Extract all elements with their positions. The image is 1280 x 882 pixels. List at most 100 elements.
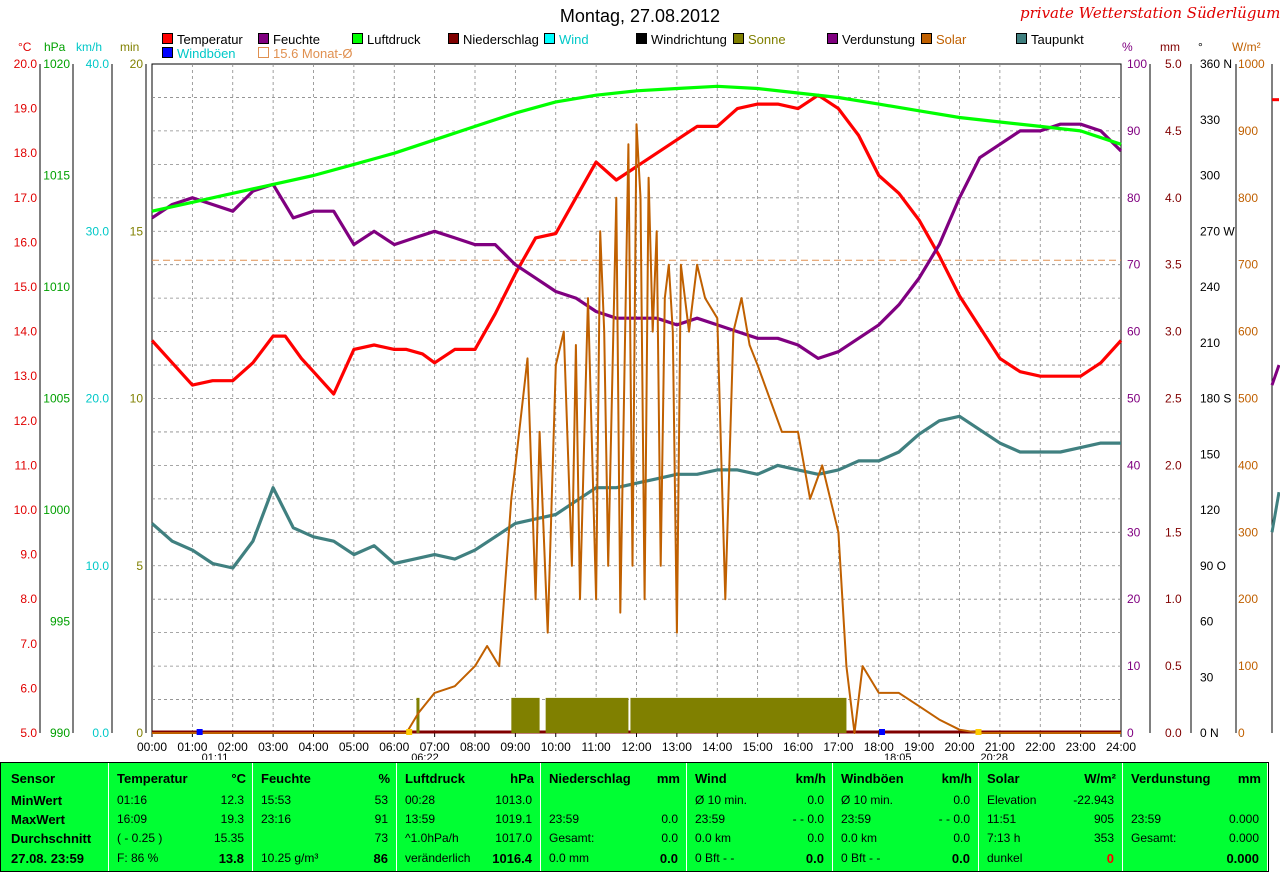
- statistics-panel: Sensor MinWert MaxWert Durchschnitt 27.08. 2…: [0, 762, 1269, 872]
- axis-tick-min: 20: [130, 57, 144, 71]
- x-tick-label: 19:00: [904, 740, 934, 754]
- legend-label: Sonne: [748, 32, 786, 47]
- panel-row-value: - - 0.0: [792, 812, 824, 826]
- x-tick-label: 15:00: [743, 740, 773, 754]
- x-tick-label: 04:00: [298, 740, 328, 754]
- panel-section-niederschlag: Niederschlag mm 23:59 0.0 Gesamt: 0.0 0.0 mm 0.…: [541, 763, 687, 871]
- axis-tick-temp: 12.0: [14, 414, 38, 428]
- legend-swatch: [258, 47, 269, 58]
- legend-swatch: [352, 33, 363, 44]
- panel-row: Durchschnitt: [1, 831, 108, 849]
- panel-section-title: Luftdruck: [405, 771, 465, 786]
- axis-tick-kmh: 0.0: [92, 726, 109, 740]
- panel-row-value: 73: [374, 831, 388, 845]
- legend-swatch: [162, 47, 173, 58]
- legend-item: Luftdruck: [352, 32, 420, 47]
- axis-tick-wm2: 800: [1238, 191, 1258, 205]
- axis-tick-mm: 4.5: [1165, 124, 1182, 138]
- axis-tick-mm: 3.5: [1165, 258, 1182, 272]
- panel-row-value: 1019.1: [495, 812, 532, 826]
- panel-row-label: Elevation: [987, 793, 1037, 807]
- legend-swatch: [1016, 33, 1027, 44]
- panel-row: [1123, 793, 1267, 811]
- axis-tick-pct: 100: [1127, 57, 1147, 71]
- x-tick-label: 01:00: [177, 740, 207, 754]
- series-line-solar: [152, 123, 1121, 734]
- axis-tick-wm2: 500: [1238, 392, 1258, 406]
- panel-row-value: 1016.4: [492, 851, 532, 866]
- chart-series: [150, 84, 1123, 734]
- panel-section-sensor: Sensor MinWert MaxWert Durchschnitt 27.08. 2…: [1, 763, 109, 871]
- panel-row: 23:59 0.000: [1123, 812, 1267, 830]
- axis-tick-min: 5: [136, 559, 143, 573]
- legend-swatch: [162, 33, 173, 44]
- series-line-feuchte: [151, 122, 1123, 360]
- panel-section-luftdruck: Luftdruck hPa 00:28 1013.0 13:59 1019.1 ^1.0hP…: [397, 763, 541, 871]
- axis-tick-hpa: 1015: [43, 169, 70, 183]
- legend-item: Verdunstung: [827, 32, 915, 47]
- panel-row-label: 0.0 mm: [549, 851, 590, 865]
- panel-row-value: 0.000: [1228, 831, 1259, 845]
- panel-row-value: 0.0: [807, 793, 824, 807]
- axis-tick-pct: 30: [1127, 525, 1141, 539]
- axis-tick-kmh: 20.0: [86, 392, 110, 406]
- axis-tick-wm2: 0: [1238, 726, 1245, 740]
- axis-tick-pct: 90: [1127, 124, 1141, 138]
- x-tick-label: 10:00: [541, 740, 571, 754]
- series-line-taupunkt: [150, 414, 1121, 570]
- panel-row-label: ^1.0hPa/h: [405, 831, 459, 845]
- panel-row: 23:59 0.0: [541, 812, 686, 830]
- axis-tick-deg: 270 W: [1200, 224, 1235, 238]
- panel-row: 15:53 53: [253, 793, 396, 811]
- x-tick-label: 08:00: [460, 740, 490, 754]
- panel-row: Gesamt: 0.000: [1123, 831, 1267, 849]
- sonne-block: [511, 697, 540, 733]
- axis-tick-deg: 0 N: [1200, 726, 1219, 740]
- legend-item: Solar: [921, 32, 966, 47]
- panel-row-label: 0.0 km: [695, 831, 732, 845]
- panel-row-label: 00:28: [405, 793, 436, 807]
- axis-tick-mm: 0.5: [1165, 659, 1182, 673]
- time-marker-label: 01:11: [202, 752, 229, 760]
- panel-row-value: -22.943: [1073, 793, 1114, 807]
- panel-row: 10.25 g/m³ 86: [253, 851, 396, 869]
- axis-tick-mm: 0.0: [1165, 726, 1182, 740]
- panel-row-label: Ø 10 min.: [841, 793, 894, 807]
- axis-tick-deg: 150: [1200, 447, 1220, 461]
- panel-section-unit: W/m²: [1084, 771, 1116, 786]
- panel-row-value: 1017.0: [495, 831, 532, 845]
- panel-row: veränderlich 1016.4: [397, 851, 540, 869]
- panel-row-value: 0.0: [951, 851, 970, 866]
- legend-swatch: [544, 33, 555, 44]
- panel-row-value: 353: [1093, 831, 1114, 845]
- x-tick-label: 17:00: [823, 740, 853, 754]
- x-tick-label: 06:00: [379, 740, 409, 754]
- axis-tick-temp: 19.0: [14, 102, 38, 116]
- panel-row: 0.0 mm 0.0: [541, 851, 686, 869]
- panel-row: 0 Bft - - 0.0: [833, 851, 978, 869]
- panel-row: 00:28 1013.0: [397, 793, 540, 811]
- axis-tick-min: 15: [130, 224, 144, 238]
- panel-row: 7:13 h 353: [979, 831, 1122, 849]
- panel-row-label: 23:16: [261, 812, 292, 826]
- axis-tick-pct: 0: [1127, 726, 1134, 740]
- panel-section-windboeen: Windböen km/h Ø 10 min. 0.0 23:59 - - 0.0 0.0 …: [833, 763, 979, 871]
- panel-section-title: Niederschlag: [549, 771, 631, 786]
- weather-chart: 00:00 01:00 02:00 03:00 04:00 05:00 06:00 07:00…: [14, 57, 1280, 760]
- legend-item: Windböen: [162, 46, 236, 61]
- panel-row: Elevation -22.943: [979, 793, 1122, 811]
- panel-row-label: Gesamt:: [1131, 831, 1177, 845]
- panel-row-value: 19.3: [220, 812, 244, 826]
- legend-swatch: [258, 33, 269, 44]
- panel-row: MinWert: [1, 793, 108, 811]
- legend-item: Feuchte: [258, 32, 320, 47]
- axis-tick-temp: 15.0: [14, 280, 38, 294]
- axis-tick-deg: 120: [1200, 503, 1220, 517]
- panel-row-value: 91: [374, 812, 388, 826]
- panel-row-label: MaxWert: [11, 812, 65, 827]
- axis-tick-deg: 90 O: [1200, 559, 1226, 573]
- x-tick-label: 21:00: [985, 740, 1015, 754]
- x-tick-label: 11:00: [582, 740, 611, 754]
- panel-row: 01:16 12.3: [109, 793, 252, 811]
- panel-row-label: veränderlich: [405, 851, 471, 865]
